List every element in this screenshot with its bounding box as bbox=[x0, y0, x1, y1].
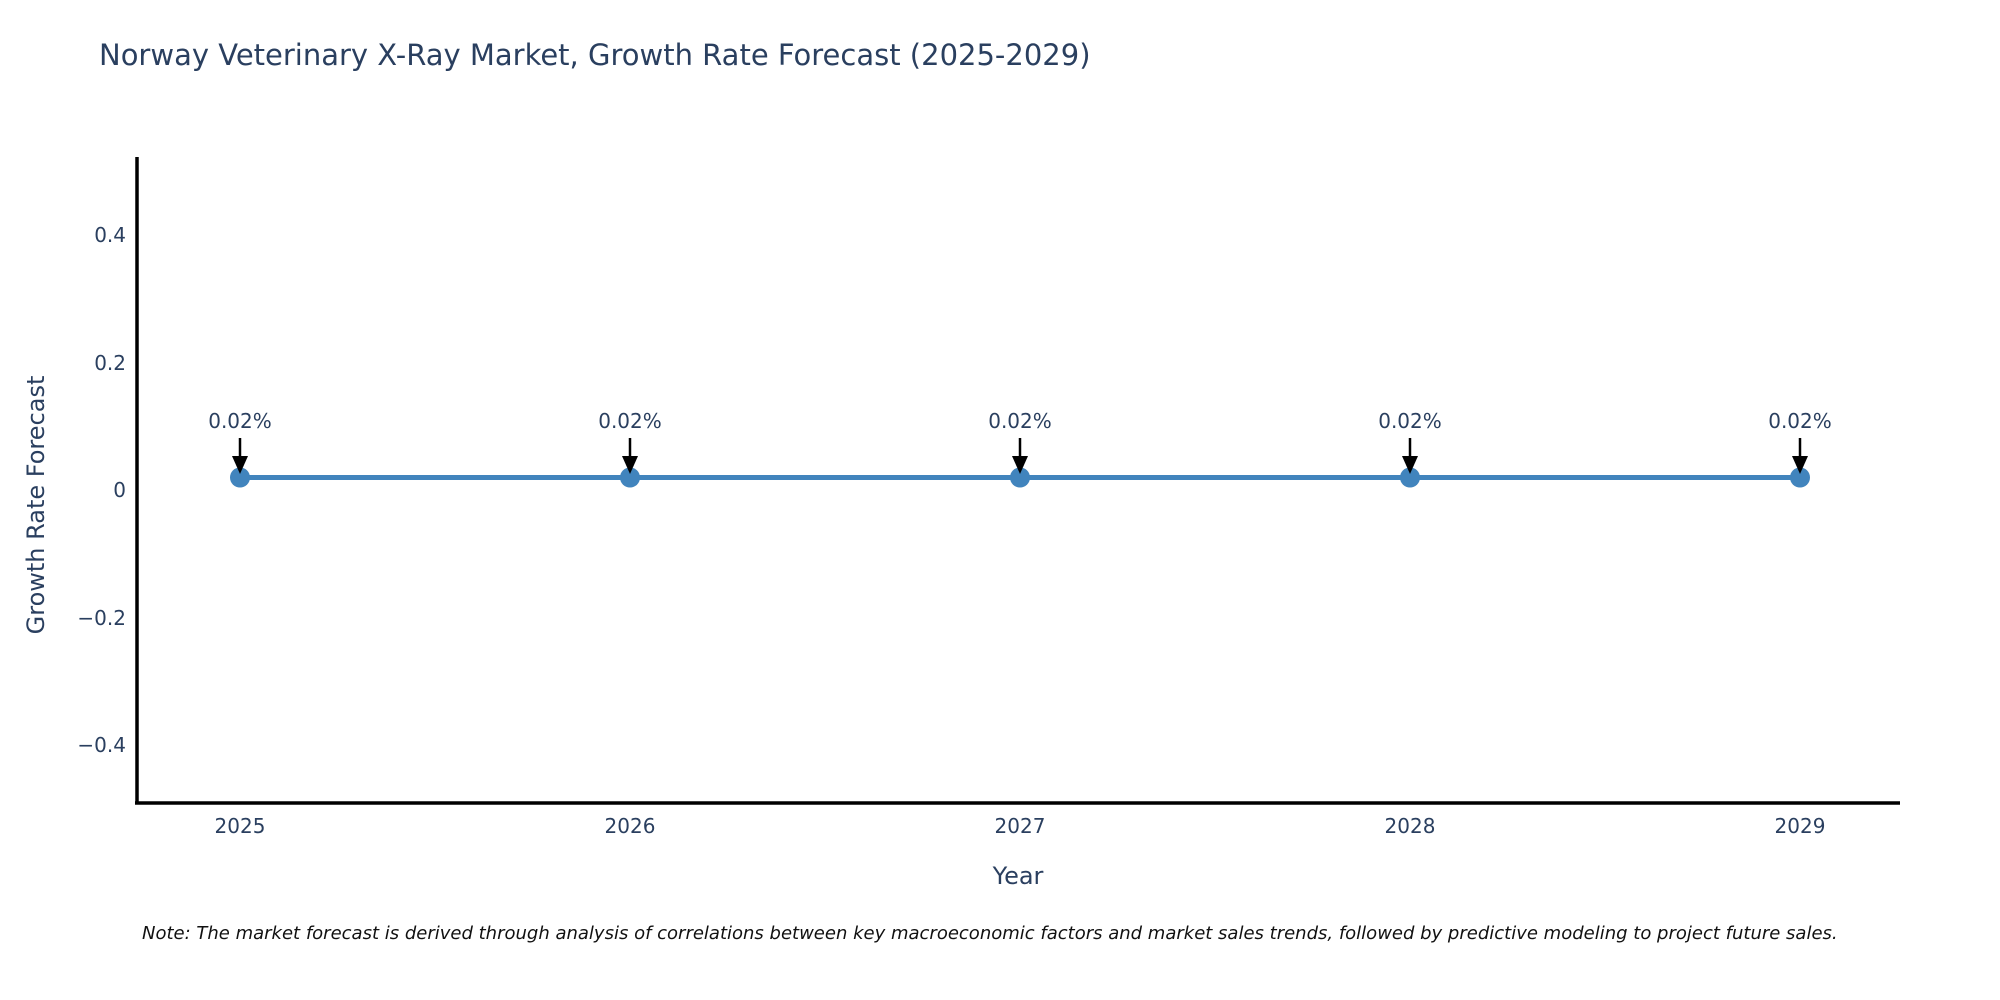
point-label-2028: 0.02% bbox=[1378, 409, 1442, 433]
data-point-2027 bbox=[1010, 467, 1030, 488]
y-tick-label: 0 bbox=[113, 478, 126, 502]
point-label-2026: 0.02% bbox=[598, 409, 662, 433]
data-point-2025 bbox=[230, 467, 250, 488]
y-tick-label: 0.2 bbox=[94, 350, 126, 375]
point-label-2025: 0.02% bbox=[208, 409, 272, 433]
y-axis-title: Growth Rate Forecast bbox=[22, 375, 50, 635]
y-tick-label: −0.4 bbox=[77, 733, 126, 757]
x-tick-label: 2027 bbox=[994, 814, 1046, 838]
x-tick-label: 2025 bbox=[214, 814, 266, 838]
chart-title: Norway Veterinary X-Ray Market, Growth R… bbox=[99, 38, 1091, 72]
x-tick-label: 2026 bbox=[604, 814, 656, 838]
y-tick-label: 0.4 bbox=[94, 223, 126, 247]
x-axis-title: Year bbox=[992, 862, 1044, 890]
data-point-2026 bbox=[620, 467, 640, 488]
y-tick-label: −0.2 bbox=[77, 605, 126, 630]
annotation-arrow-2027 bbox=[1012, 438, 1028, 474]
annotation-arrow-2026 bbox=[622, 438, 638, 474]
point-label-2027: 0.02% bbox=[988, 409, 1052, 433]
annotation-arrow-2028 bbox=[1402, 438, 1418, 474]
x-tick-label: 2029 bbox=[1774, 814, 1826, 838]
point-label-2029: 0.02% bbox=[1768, 409, 1832, 433]
data-point-2028 bbox=[1400, 467, 1420, 488]
annotation-arrow-2029 bbox=[1792, 438, 1808, 474]
annotation-arrow-2025 bbox=[232, 438, 248, 474]
footnote: Note: The market forecast is derived thr… bbox=[142, 923, 1838, 944]
x-tick-label: 2028 bbox=[1384, 814, 1436, 838]
data-point-2029 bbox=[1790, 467, 1810, 488]
